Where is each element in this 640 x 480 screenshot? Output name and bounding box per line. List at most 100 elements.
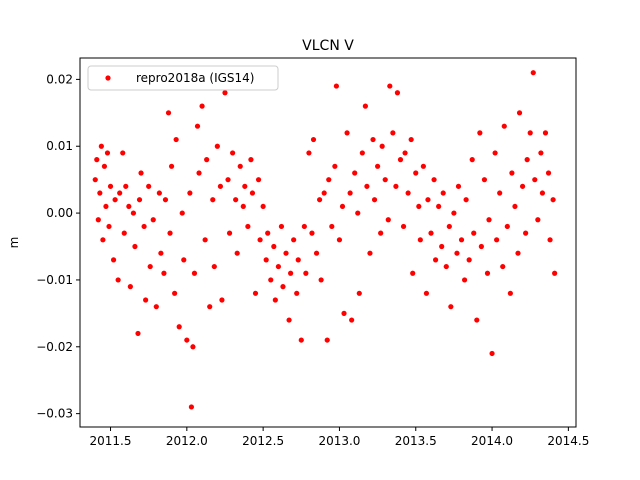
data-point [509,170,515,176]
data-point [448,304,454,310]
data-point [313,250,320,256]
data-point [332,163,338,169]
data-point [481,177,488,183]
data-point [370,136,376,143]
data-point [397,157,404,163]
y-axis-label: m [7,237,21,249]
data-point [393,183,399,189]
data-point [375,163,381,169]
data-point [446,223,452,230]
data-point [512,203,518,210]
data-point [156,190,162,196]
data-point [547,237,553,243]
data-point [94,157,100,163]
data-point [252,290,259,296]
data-point [458,237,465,243]
data-point [248,157,254,163]
data-point [400,223,407,230]
data-point [202,237,208,243]
data-point [278,223,285,230]
data-point [211,263,217,270]
x-tick-label: 2011.5 [90,434,132,448]
data-point [161,270,167,276]
data-point [222,90,228,96]
data-point [484,270,491,276]
data-point [191,270,198,276]
data-point [455,183,462,189]
data-point [523,230,529,236]
data-point [405,190,411,196]
data-point [268,277,274,283]
data-point [339,203,346,210]
data-point [477,130,483,136]
data-point [352,170,358,176]
data-point [230,150,236,156]
data-point [179,210,185,216]
data-point [101,163,108,169]
data-point [425,197,431,203]
data-point [100,237,106,243]
data-point [432,257,439,263]
data-point [225,177,231,183]
data-point [362,103,368,109]
data-point [257,237,263,243]
data-point [497,190,503,196]
data-point [519,183,526,189]
y-tick-label: 0.00 [46,206,73,220]
data-point [420,163,426,169]
plot-frame [79,57,577,428]
data-point [120,150,126,156]
data-point [153,304,159,310]
data-point [545,170,552,176]
data-point [318,277,324,283]
x-tick-label: 2013.0 [318,434,360,448]
data-point [249,190,256,196]
data-point [321,190,327,196]
data-point [255,177,262,183]
data-point [454,250,460,256]
data-point [474,317,480,323]
data-point [162,197,169,203]
data-point [364,183,370,189]
data-point [439,243,445,250]
data-point [95,217,101,223]
data-point [126,203,132,210]
data-point [190,344,196,350]
data-point [92,177,98,183]
data-point [530,70,536,76]
data-point [295,257,301,263]
data-point [143,297,149,303]
data-point [237,163,243,169]
x-tick-label: 2012.0 [166,434,208,448]
data-point [146,183,152,189]
data-point [492,150,498,156]
data-points [92,70,558,410]
data-point [168,163,175,169]
data-point [165,110,172,116]
data-point [219,297,225,303]
data-point [538,150,544,156]
data-point [233,197,239,203]
data-point [132,243,138,250]
data-point [524,157,530,163]
y-tick-label: −0.03 [36,407,73,421]
data-point [272,297,278,303]
data-point [489,350,495,357]
data-point [301,223,307,230]
data-point [394,90,401,96]
x-tick-label: 2013.5 [395,434,437,448]
data-point [135,330,141,337]
data-point [110,257,117,263]
data-point [440,190,446,196]
data-point [478,243,484,250]
data-point [199,103,205,109]
data-point [347,190,353,196]
data-point [443,263,449,270]
data-point [324,337,330,343]
data-point [217,183,224,189]
data-point [147,263,153,270]
data-point [463,197,469,203]
data-point [408,136,414,143]
y-tick-label: −0.02 [36,340,73,354]
